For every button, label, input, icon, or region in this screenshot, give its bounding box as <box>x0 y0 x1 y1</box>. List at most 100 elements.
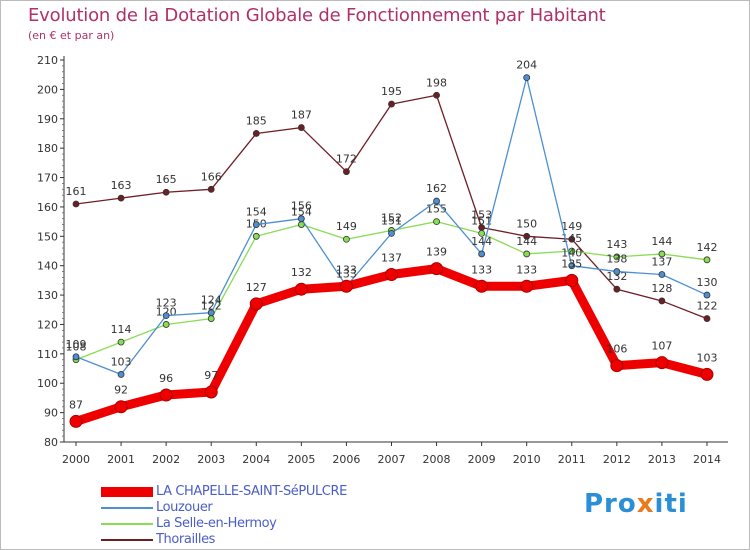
legend-swatch-la-selle <box>101 523 153 525</box>
data-label: 97 <box>204 369 218 382</box>
data-label: 103 <box>111 355 132 368</box>
data-point <box>297 215 305 223</box>
data-point <box>207 185 215 193</box>
data-label: 109 <box>66 338 87 351</box>
data-point <box>162 188 170 196</box>
data-point <box>610 359 624 373</box>
data-label: 152 <box>381 211 402 224</box>
data-point <box>433 197 440 205</box>
data-point <box>703 315 711 322</box>
x-tick-label: 2010 <box>513 453 541 466</box>
data-point <box>162 321 170 328</box>
data-point <box>613 268 621 275</box>
x-tick-label: 2006 <box>332 453 360 466</box>
legend-label-thorailles: Thorailles <box>156 532 216 547</box>
data-label: 127 <box>246 281 267 294</box>
data-label: 107 <box>651 340 672 353</box>
data-label: 92 <box>114 384 128 397</box>
data-point <box>117 371 125 378</box>
data-label: 204 <box>516 59 537 72</box>
y-tick-label: 200 <box>37 83 58 96</box>
data-label: 166 <box>201 170 222 183</box>
data-point <box>69 414 83 428</box>
data-label: 185 <box>246 114 267 127</box>
x-tick-label: 2011 <box>558 453 586 466</box>
data-point <box>252 130 260 137</box>
legend-label-louzouer: Louzouer <box>156 500 213 515</box>
logo-text-pro: Pro <box>584 489 637 519</box>
y-tick-label: 170 <box>37 172 58 185</box>
data-point <box>523 232 531 240</box>
data-point <box>523 250 531 258</box>
x-tick-label: 2000 <box>62 453 90 466</box>
data-label: 108 <box>66 341 87 354</box>
y-tick-label: 140 <box>37 260 58 273</box>
data-point <box>117 338 125 346</box>
data-point <box>433 218 440 226</box>
data-label: 130 <box>696 276 717 289</box>
data-label: 137 <box>381 252 402 265</box>
data-label: 151 <box>381 214 402 227</box>
data-label: 133 <box>336 263 357 276</box>
chart-title: Evolution de la Dotation Globale de Fonc… <box>28 5 606 26</box>
data-label: 150 <box>516 217 537 230</box>
x-tick-label: 2013 <box>648 453 676 466</box>
data-point <box>568 262 576 270</box>
data-point <box>343 168 350 176</box>
data-label: 122 <box>696 300 717 313</box>
data-label: 144 <box>471 235 492 248</box>
data-point <box>252 232 260 240</box>
x-tick-label: 2008 <box>423 453 451 466</box>
data-label: 123 <box>156 297 177 310</box>
data-label: 128 <box>651 282 672 295</box>
data-label: 142 <box>696 241 717 254</box>
y-tick-label: 210 <box>37 54 58 67</box>
data-point <box>658 250 666 258</box>
data-point <box>388 229 395 237</box>
x-tick-label: 2003 <box>197 453 225 466</box>
y-tick-label: 130 <box>37 289 58 302</box>
y-tick-label: 180 <box>37 142 58 155</box>
legend-swatch-la-chapelle <box>101 487 153 497</box>
data-point <box>117 194 125 202</box>
data-point <box>613 285 621 293</box>
data-label: 106 <box>606 343 627 356</box>
data-point <box>475 279 489 293</box>
data-label: 114 <box>111 323 132 336</box>
data-label: 172 <box>336 153 357 166</box>
data-point <box>207 309 215 317</box>
data-label: 96 <box>159 372 173 385</box>
data-label: 133 <box>336 267 357 280</box>
x-tick-label: 2009 <box>468 453 496 466</box>
data-label: 187 <box>291 109 312 122</box>
legend-label-la-selle: La Selle-en-Hermoy <box>156 516 277 531</box>
proxiti-logo: Proxiti <box>584 489 688 519</box>
data-point <box>343 235 350 243</box>
data-label: 144 <box>516 235 537 248</box>
data-label: 144 <box>651 235 672 248</box>
data-point <box>433 91 440 99</box>
data-point <box>478 250 486 258</box>
data-point <box>159 388 173 402</box>
x-tick-label: 2007 <box>377 453 405 466</box>
data-point <box>478 229 486 237</box>
data-point <box>520 279 534 293</box>
data-point <box>658 271 666 278</box>
y-tick-label: 190 <box>37 113 58 126</box>
data-label: 163 <box>111 179 132 192</box>
data-point <box>565 273 579 287</box>
logo-text-x: x <box>636 489 655 519</box>
data-label: 149 <box>336 220 357 233</box>
x-tick-label: 2002 <box>152 453 180 466</box>
data-label: 138 <box>606 253 627 266</box>
y-tick-label: 110 <box>37 348 58 361</box>
data-point <box>252 221 260 228</box>
data-point <box>207 315 215 322</box>
data-point <box>294 282 308 296</box>
data-point <box>655 356 669 370</box>
data-label: 162 <box>426 182 447 195</box>
